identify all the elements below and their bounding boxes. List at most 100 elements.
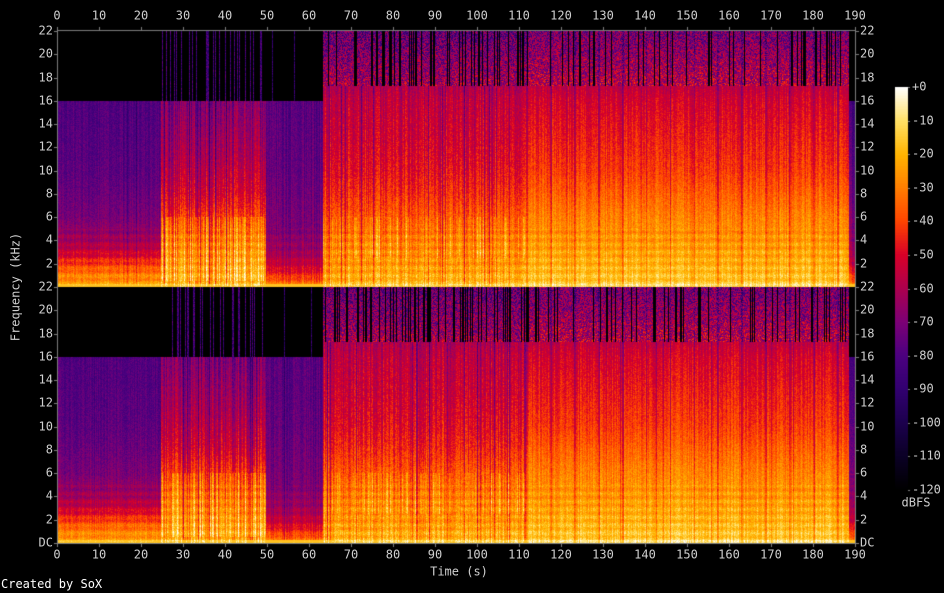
time-tick-label-bottom: 100 — [466, 547, 488, 562]
freq-tick-label-ch2-right: 12 — [860, 395, 875, 410]
freq-tick-label-ch2-left: DC — [38, 535, 53, 550]
time-tick-label-top: 0 — [53, 8, 61, 23]
freq-tick-label-ch2-right: 18 — [860, 326, 875, 341]
time-tick-label-top: 60 — [301, 8, 317, 23]
time-tick-label-top: 180 — [802, 8, 824, 23]
freq-tick-label-ch2-right: 4 — [860, 488, 868, 503]
freq-tick-label-ch2-left: 4 — [45, 488, 53, 503]
time-tick-label-bottom: 90 — [427, 547, 443, 562]
freq-tick-label-ch2-right: DC — [860, 535, 875, 550]
freq-tick-label-ch1-left: 18 — [38, 70, 53, 85]
freq-tick-label-ch1-right: 12 — [860, 139, 875, 154]
freq-tick-label-ch1-right: 8 — [860, 186, 868, 201]
time-tick-label-bottom: 30 — [175, 547, 191, 562]
time-tick-label-bottom: 130 — [592, 547, 614, 562]
dbfs-tick-label: -110 — [912, 448, 941, 463]
freq-tick-label-ch1-left: 10 — [38, 163, 53, 178]
freq-tick-label-ch1-right: 10 — [860, 163, 875, 178]
time-tick-label-bottom: 120 — [550, 547, 572, 562]
freq-tick-label-ch1-right: 20 — [860, 46, 875, 61]
dbfs-tick-label: -100 — [912, 415, 941, 430]
time-tick-label-top: 150 — [676, 8, 698, 23]
freq-tick-label-ch2-right: 8 — [860, 442, 868, 457]
time-tick-label-bottom: 10 — [91, 547, 107, 562]
time-tick-label-bottom: 180 — [802, 547, 824, 562]
time-tick-label-top: 110 — [508, 8, 530, 23]
time-tick-label-top: 20 — [133, 8, 149, 23]
freq-tick-label-ch1-left: 20 — [38, 46, 53, 61]
freq-tick-label-ch1-left: 22 — [38, 23, 53, 38]
freq-tick-label-ch1-left: 16 — [38, 93, 53, 108]
freq-tick-label-ch1-left: 8 — [45, 186, 53, 201]
dbfs-tick-label: -90 — [912, 381, 934, 396]
freq-tick-label-ch2-left: 6 — [45, 465, 53, 480]
freq-tick-label-ch2-right: 20 — [860, 302, 875, 317]
time-axis-title: Time (s) — [430, 564, 488, 579]
freq-tick-label-ch2-right: 6 — [860, 465, 868, 480]
time-tick-label-top: 50 — [259, 8, 275, 23]
time-tick-label-top: 30 — [175, 8, 191, 23]
freq-tick-label-ch2-right: 2 — [860, 512, 868, 527]
time-tick-label-bottom: 150 — [676, 547, 698, 562]
freq-tick-label-ch2-left: 10 — [38, 419, 53, 434]
freq-tick-label-ch1-left: 12 — [38, 139, 53, 154]
freq-tick-label-ch1-left: 2 — [45, 256, 53, 271]
time-tick-label-top: 190 — [844, 8, 866, 23]
dbfs-tick-label: +0 — [912, 79, 927, 94]
freq-tick-label-ch2-right: 10 — [860, 419, 875, 434]
time-tick-label-bottom: 140 — [634, 547, 656, 562]
colorbar-unit-label: dBFS — [901, 495, 931, 510]
time-tick-label-top: 70 — [343, 8, 359, 23]
time-tick-label-top: 100 — [466, 8, 488, 23]
freq-tick-label-ch1-right: 18 — [860, 70, 875, 85]
time-tick-label-top: 170 — [760, 8, 782, 23]
freq-tick-label-ch1-right: 22 — [860, 23, 875, 38]
freq-tick-label-ch2-left: 2 — [45, 512, 53, 527]
dbfs-tick-label: -70 — [912, 314, 934, 329]
freq-tick-label-ch2-right: 22 — [860, 279, 875, 294]
dbfs-tick-label: -50 — [912, 247, 934, 262]
time-tick-label-top: 40 — [217, 8, 233, 23]
freq-tick-label-ch1-right: 14 — [860, 116, 875, 131]
dbfs-tick-label: -40 — [912, 213, 934, 228]
time-tick-label-top: 120 — [550, 8, 572, 23]
freq-tick-label-ch2-left: 8 — [45, 442, 53, 457]
freq-tick-label-ch1-right: 4 — [860, 232, 868, 247]
time-tick-label-bottom: 190 — [844, 547, 866, 562]
time-tick-label-top: 130 — [592, 8, 614, 23]
time-tick-label-bottom: 50 — [259, 547, 275, 562]
freq-tick-label-ch2-left: 22 — [38, 279, 53, 294]
time-tick-label-top: 80 — [385, 8, 401, 23]
dbfs-tick-label: -10 — [912, 113, 934, 128]
freq-tick-label-ch1-left: 4 — [45, 232, 53, 247]
freq-tick-label-ch2-left: 16 — [38, 349, 53, 364]
time-tick-label-top: 160 — [718, 8, 740, 23]
freq-tick-label-ch1-left: 14 — [38, 116, 53, 131]
time-tick-label-top: 10 — [91, 8, 107, 23]
dbfs-tick-label: -80 — [912, 348, 934, 363]
time-tick-label-bottom: 160 — [718, 547, 740, 562]
time-tick-label-bottom: 60 — [301, 547, 317, 562]
dbfs-tick-label: -30 — [912, 180, 934, 195]
time-tick-label-bottom: 0 — [53, 547, 61, 562]
time-tick-label-bottom: 20 — [133, 547, 149, 562]
freq-tick-label-ch2-left: 18 — [38, 326, 53, 341]
time-tick-label-top: 90 — [427, 8, 443, 23]
time-tick-label-bottom: 110 — [508, 547, 530, 562]
time-tick-label-bottom: 80 — [385, 547, 401, 562]
freq-tick-label-ch2-left: 14 — [38, 372, 53, 387]
freq-tick-label-ch2-right: 14 — [860, 372, 875, 387]
freq-tick-label-ch1-right: 6 — [860, 209, 868, 224]
time-tick-label-top: 140 — [634, 8, 656, 23]
time-tick-label-bottom: 170 — [760, 547, 782, 562]
freq-tick-label-ch2-right: 16 — [860, 349, 875, 364]
sox-credit-text: Created by SoX — [1, 577, 103, 591]
freq-tick-label-ch1-right: 2 — [860, 256, 868, 271]
freq-tick-label-ch2-left: 20 — [38, 302, 53, 317]
time-tick-label-bottom: 40 — [217, 547, 233, 562]
freq-tick-label-ch2-left: 12 — [38, 395, 53, 410]
dbfs-tick-label: -120 — [912, 482, 941, 497]
time-tick-label-bottom: 70 — [343, 547, 359, 562]
